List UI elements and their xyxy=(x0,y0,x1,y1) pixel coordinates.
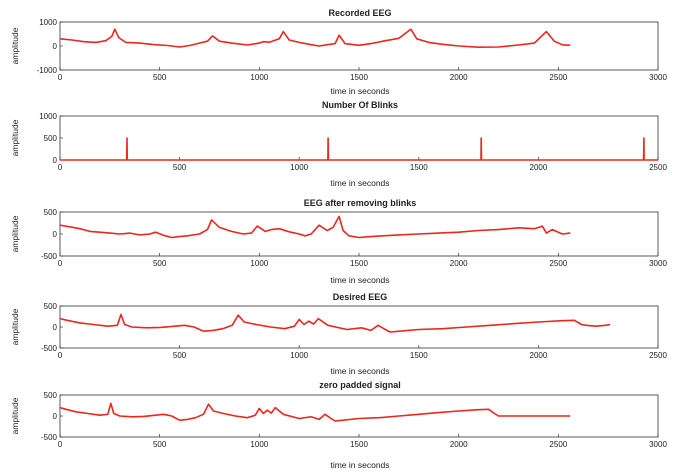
x-tick-label: 2000 xyxy=(450,440,468,449)
subplot-title: Recorded EEG xyxy=(328,8,391,18)
y-tick-label: 500 xyxy=(44,302,58,311)
x-tick-label: 3000 xyxy=(649,440,667,449)
y-tick-label: 0 xyxy=(53,156,58,165)
y-tick-label: 500 xyxy=(44,134,58,143)
subplot-recorded-eeg: Recorded EEG 0 500 1000 1500 2000 2500 3000 -1… xyxy=(10,8,667,96)
subplot-desired-eeg: Desired EEG 0 500 1000 1500 2000 2500 -500050… xyxy=(10,292,667,376)
x-tick-label: 500 xyxy=(173,351,187,360)
x-tick-label: 0 xyxy=(58,73,63,82)
subplot-title: zero padded signal xyxy=(319,380,401,390)
y-tick-label: 500 xyxy=(44,391,58,400)
x-tick-label: 500 xyxy=(173,163,187,172)
x-tick-label: 0 xyxy=(58,351,63,360)
subplot-title: EEG after removing blinks xyxy=(304,198,417,208)
series-group xyxy=(59,215,571,239)
y-axis: 0 500 1000 xyxy=(39,112,63,165)
x-tick-label: 1000 xyxy=(290,351,308,360)
series-group xyxy=(59,402,571,422)
subplot-number-of-blinks: Number Of Blinks 0 500 1000 1500 2000 2500 0 5… xyxy=(10,100,667,188)
y-tick-label: 0 xyxy=(53,412,58,421)
x-axis-label: time in seconds xyxy=(330,178,389,188)
x-tick-label: 2000 xyxy=(530,351,548,360)
y-tick-label: 1000 xyxy=(39,112,57,121)
x-tick-label: 1000 xyxy=(250,440,268,449)
x-axis-label: time in seconds xyxy=(330,86,389,96)
y-axis-label: amplitude xyxy=(10,308,20,345)
subplot-zero-padded-signal: zero padded signal 0 500 1000 1500 2000 2500 3… xyxy=(10,380,667,470)
x-axis: 0 500 1000 1500 2000 2500 3000 xyxy=(58,67,667,82)
x-tick-label: 2000 xyxy=(450,259,468,268)
y-tick-label: -500 xyxy=(41,252,58,261)
x-tick-label: 2500 xyxy=(649,351,667,360)
x-axis: 0 500 1000 1500 2000 2500 xyxy=(58,345,667,360)
y-tick-label: 0 xyxy=(53,323,58,332)
x-tick-label: 1500 xyxy=(350,440,368,449)
y-tick-label: -500 xyxy=(41,433,58,442)
series-line xyxy=(59,313,611,333)
x-axis-label: time in seconds xyxy=(330,275,389,285)
x-tick-label: 2000 xyxy=(530,163,548,172)
x-tick-label: 1000 xyxy=(250,259,268,268)
x-axis: 0 500 1000 1500 2000 2500 3000 xyxy=(58,253,667,268)
x-tick-label: 500 xyxy=(153,259,167,268)
y-tick-label: 0 xyxy=(53,42,58,51)
x-tick-label: 1000 xyxy=(290,163,308,172)
y-axis-label: amplitude xyxy=(10,215,20,252)
series-group xyxy=(59,313,611,333)
x-tick-label: 2500 xyxy=(549,259,567,268)
x-tick-label: 1500 xyxy=(350,259,368,268)
y-tick-label: -500 xyxy=(41,344,58,353)
x-tick-label: 2500 xyxy=(549,73,567,82)
x-tick-label: 2500 xyxy=(549,440,567,449)
series-line xyxy=(59,215,571,239)
x-tick-label: 500 xyxy=(153,73,167,82)
x-tick-label: 0 xyxy=(58,440,63,449)
y-tick-label: 0 xyxy=(53,230,58,239)
y-axis-label: amplitude xyxy=(10,27,20,64)
x-tick-label: 1000 xyxy=(250,73,268,82)
y-tick-label: 500 xyxy=(44,208,58,217)
x-axis-label: time in seconds xyxy=(330,366,389,376)
x-tick-label: 2000 xyxy=(450,73,468,82)
x-tick-label: 500 xyxy=(153,440,167,449)
x-tick-label: 1500 xyxy=(350,73,368,82)
y-axis-label: amplitude xyxy=(10,397,20,434)
y-axis: -500 0 500 xyxy=(41,302,63,353)
x-tick-label: 3000 xyxy=(649,259,667,268)
series-line xyxy=(60,137,658,161)
x-axis: 0 500 1000 1500 2000 2500 3000 xyxy=(58,434,667,449)
subplot-title: Desired EEG xyxy=(333,292,388,302)
subplot-title: Number Of Blinks xyxy=(322,100,398,110)
x-tick-label: 1500 xyxy=(410,163,428,172)
y-axis: -500 0 500 xyxy=(41,208,63,261)
y-axis-label: amplitude xyxy=(10,119,20,156)
plot-area xyxy=(59,115,659,161)
x-tick-label: 1500 xyxy=(410,351,428,360)
y-axis: -1000 0 1000 xyxy=(37,18,63,75)
x-axis-label: time in seconds xyxy=(330,460,389,470)
subplot-eeg-after-removing-blinks: EEG after removing blinks 0 500 1000 1500 20… xyxy=(10,198,667,285)
y-axis: -500 0 500 xyxy=(41,391,63,442)
y-tick-label: 1000 xyxy=(39,18,57,27)
series-line xyxy=(59,28,571,49)
series-line xyxy=(59,402,571,422)
series-group xyxy=(60,137,658,161)
series-group xyxy=(59,28,571,49)
x-tick-label: 0 xyxy=(58,163,63,172)
x-tick-label: 0 xyxy=(58,259,63,268)
x-tick-label: 3000 xyxy=(649,73,667,82)
x-tick-label: 2500 xyxy=(649,163,667,172)
y-tick-label: -1000 xyxy=(37,66,58,75)
